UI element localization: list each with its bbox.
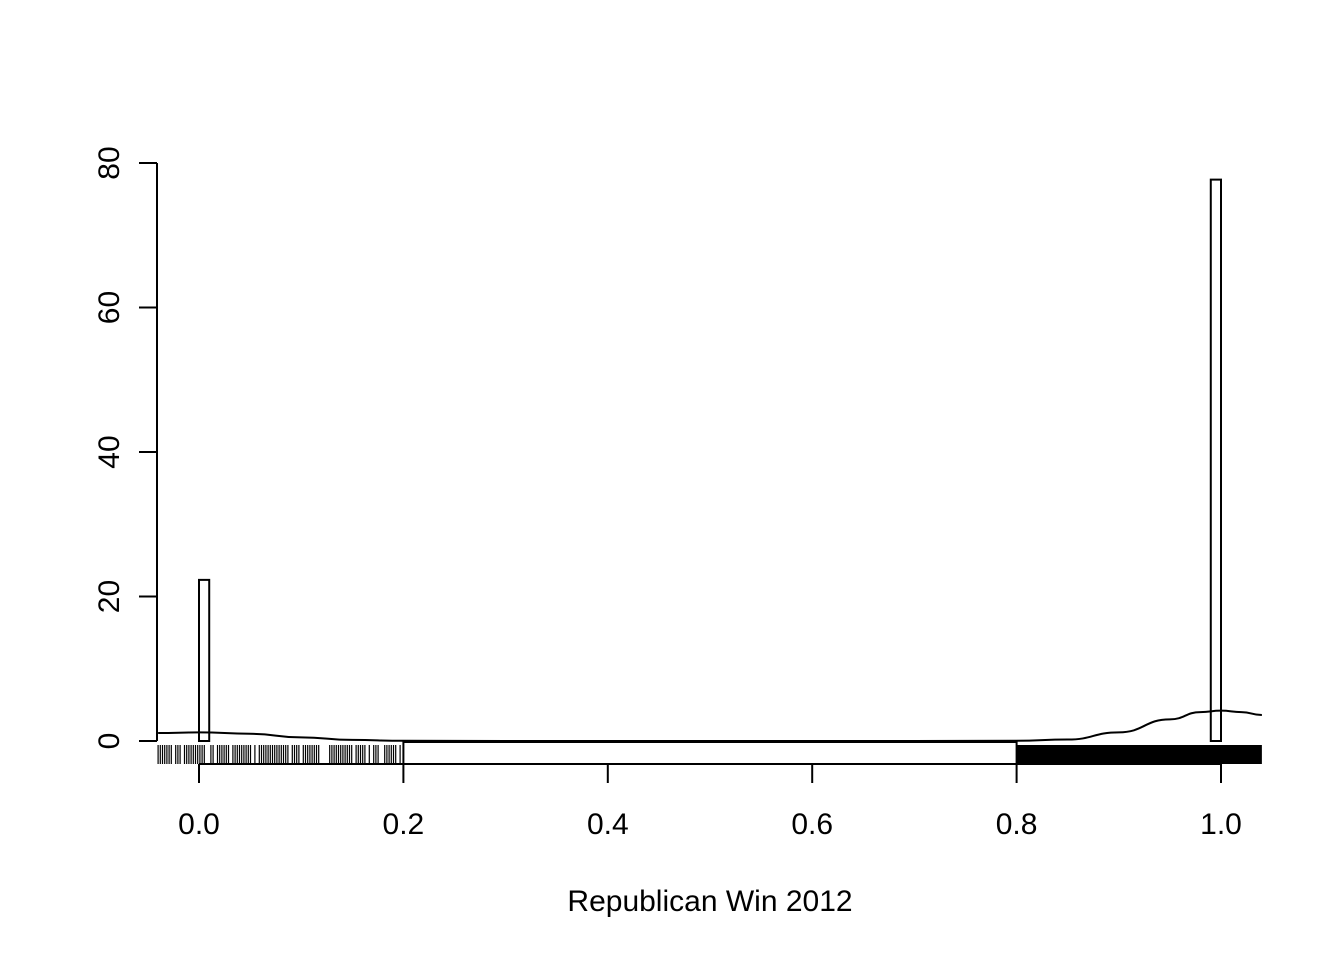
x-tick-label-4: 0.8 <box>996 808 1038 841</box>
density-curve <box>158 709 1262 743</box>
rug-block-1 <box>1016 745 1262 764</box>
x-tick-label-3: 0.6 <box>791 808 833 841</box>
y-tick-label-20: 20 <box>93 580 126 613</box>
x-axis: 0.0 0.2 0.4 0.6 0.8 1.0 <box>178 763 1242 841</box>
density-line <box>158 709 1262 743</box>
histogram-bar-1 <box>1209 178 1223 742</box>
y-tick-label-80: 80 <box>93 146 126 179</box>
x-axis-title: Republican Win 2012 <box>567 885 852 918</box>
histogram-bars <box>198 178 1223 742</box>
histogram-bar-0 <box>198 578 211 742</box>
rug-marks <box>157 745 1262 764</box>
y-tick-label-60: 60 <box>93 291 126 324</box>
x-tick-label-5: 1.0 <box>1200 808 1242 841</box>
boxplot <box>402 741 1018 765</box>
x-tick-label-1: 0.2 <box>383 808 425 841</box>
x-tick-label-0: 0.0 <box>178 808 220 841</box>
x-tick-label-2: 0.4 <box>587 808 629 841</box>
y-axis: 0 20 40 60 80 <box>93 146 158 750</box>
boxplot-box <box>402 741 1018 765</box>
y-tick-label-0: 0 <box>93 733 126 750</box>
y-tick-label-40: 40 <box>93 435 126 468</box>
